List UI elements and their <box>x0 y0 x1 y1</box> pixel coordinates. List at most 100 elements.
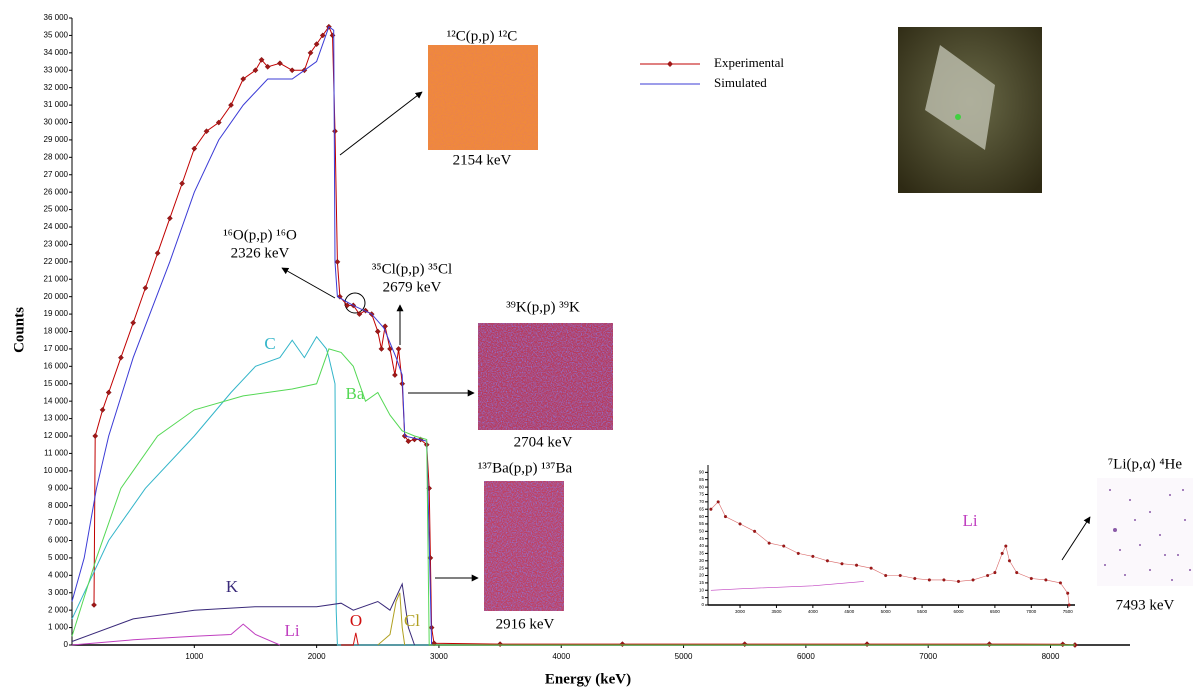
data-point <box>166 215 173 222</box>
x-tick-label: 7000 <box>1026 609 1037 614</box>
series-line <box>710 581 864 591</box>
y-tick-label: 27 000 <box>44 170 69 179</box>
data-point <box>956 579 960 583</box>
data-point <box>971 578 975 582</box>
data-point <box>782 544 786 548</box>
data-point <box>334 258 341 265</box>
y-tick-label: 25 <box>699 565 705 570</box>
data-point <box>118 354 124 361</box>
y-tick-label: 36 000 <box>44 13 69 22</box>
y-tick-label: 18 000 <box>44 327 69 336</box>
data-point <box>378 346 385 352</box>
y-tick-label: 75 <box>699 492 705 497</box>
y-tick-label: 30 000 <box>44 118 69 127</box>
legend-label: Simulated <box>714 75 767 90</box>
data-point <box>942 578 946 582</box>
data-point <box>1000 551 1004 555</box>
x-tick-label: 4000 <box>808 609 819 614</box>
map-li-dots <box>1104 489 1191 581</box>
y-tick-label: 13 000 <box>44 414 69 423</box>
data-point <box>986 641 993 648</box>
data-point <box>105 389 112 396</box>
series-line <box>71 25 1075 646</box>
data-point <box>1066 591 1070 595</box>
data-point <box>332 128 338 135</box>
data-point <box>154 250 161 257</box>
data-point <box>344 302 351 309</box>
reaction-label: ¹⁶O(p,p) ¹⁶O <box>223 227 297 243</box>
data-point <box>855 563 859 567</box>
x-axis-title: Energy (keV) <box>545 671 631 687</box>
map-ba-noise <box>484 481 564 611</box>
data-point <box>840 562 844 566</box>
x-tick-label: 3000 <box>430 652 448 661</box>
data-point <box>336 293 343 300</box>
legend-label: Experimental <box>714 55 784 70</box>
map-images <box>428 27 1193 611</box>
y-tick-label: 85 <box>699 477 705 482</box>
data-point <box>427 555 434 561</box>
y-tick-label: 23 000 <box>44 240 69 249</box>
x-tick-label: 5000 <box>881 609 892 614</box>
data-point <box>1058 581 1062 585</box>
energy-label: 7493 keV <box>1116 597 1175 613</box>
y-tick-label: 7 000 <box>48 518 69 527</box>
y-tick-label: 0 <box>701 602 704 607</box>
data-point <box>825 559 829 563</box>
data-point <box>179 180 185 187</box>
data-point <box>869 566 873 570</box>
y-tick-label: 22 000 <box>44 257 69 266</box>
data-point <box>1004 544 1008 548</box>
data-point <box>1067 603 1071 607</box>
map-li <box>1097 478 1193 586</box>
y-tick-label: 55 <box>699 521 705 526</box>
energy-label: 2704 keV <box>514 434 573 450</box>
data-point <box>709 507 713 511</box>
x-tick-label: 5500 <box>917 609 928 614</box>
data-point <box>884 574 888 578</box>
reaction-label: ¹²C(p,p) ¹²C <box>447 28 518 44</box>
data-point <box>1015 571 1019 575</box>
y-tick-label: 34 000 <box>44 48 69 57</box>
arrow <box>281 267 336 299</box>
y-tick-label: 2 000 <box>48 605 69 614</box>
y-tick-label: 35 000 <box>44 31 69 40</box>
energy-label: 2154 keV <box>453 152 512 168</box>
data-point <box>92 433 99 439</box>
data-point <box>1029 576 1033 580</box>
y-tick-label: 50 <box>699 529 705 534</box>
y-tick-label: 65 <box>699 506 705 511</box>
series-line <box>71 335 1075 646</box>
x-tick-label: 4500 <box>844 609 855 614</box>
series-line <box>710 501 1070 606</box>
data-point <box>993 571 997 575</box>
data-point <box>228 102 234 108</box>
data-point <box>497 641 503 648</box>
series-label: K <box>226 577 239 596</box>
series-line <box>71 623 281 646</box>
map-k-noise <box>478 323 613 430</box>
y-tick-label: 29 000 <box>44 135 69 144</box>
data-point <box>289 67 296 74</box>
data-point <box>986 574 990 578</box>
y-tick-label: 21 000 <box>44 274 69 283</box>
data-point <box>130 319 137 326</box>
series-label: C <box>264 334 275 353</box>
series-line <box>341 632 359 646</box>
y-tick-label: 33 000 <box>44 65 69 74</box>
data-point <box>619 641 626 648</box>
data-point <box>753 529 757 533</box>
y-tick-label: 11 000 <box>44 449 68 458</box>
map-c-noise <box>428 45 538 150</box>
data-point <box>741 641 748 648</box>
y-tick-label: 80 <box>699 484 705 489</box>
series-label: Cl <box>404 611 420 630</box>
y-tick-label: 17 000 <box>44 344 69 353</box>
data-point <box>240 76 247 82</box>
x-tick-label: 7500 <box>1063 609 1074 614</box>
data-point <box>796 551 800 555</box>
data-point <box>1007 559 1011 563</box>
y-tick-label: 31 000 <box>44 100 69 109</box>
y-tick-label: 15 000 <box>44 379 69 388</box>
